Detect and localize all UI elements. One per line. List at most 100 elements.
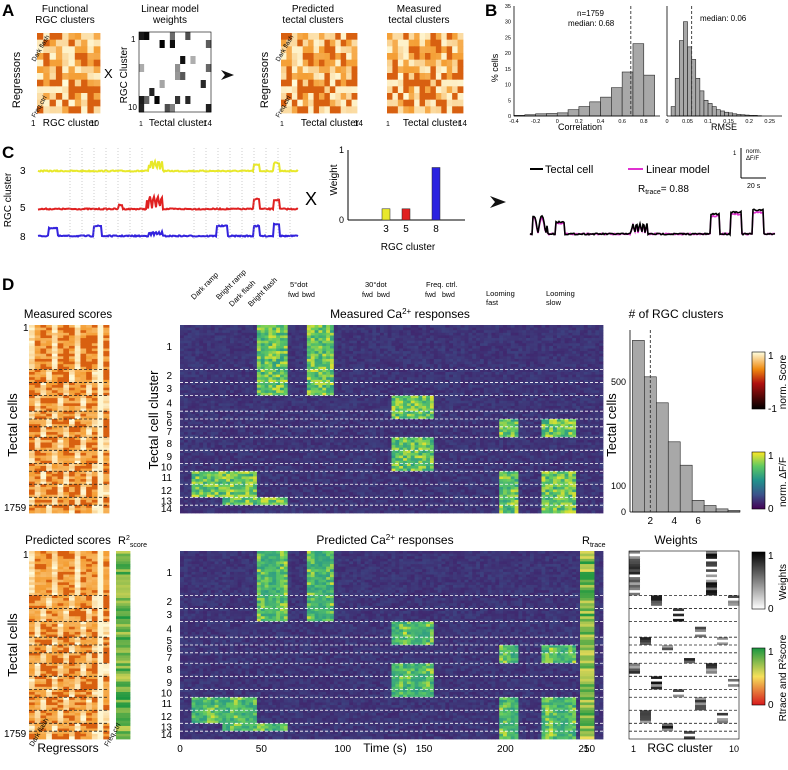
d-measured-ca-cell [199, 372, 204, 376]
d-measured-ca-cell [268, 390, 273, 394]
d-measured-ca-cell [583, 379, 589, 383]
d-measured-score-cell [74, 403, 81, 407]
d-measured-ca-cell [418, 327, 423, 331]
d-measured-score-cell [74, 497, 81, 501]
d-measured-ca-cell [291, 369, 296, 373]
d-measured-ca-cell [579, 372, 585, 376]
d-measured-score-cell [80, 463, 87, 467]
c-r-value: = 0.88 [661, 184, 690, 195]
d-measured-ca-cell [441, 387, 446, 391]
d-measured-score-cell [34, 445, 41, 449]
d-stim-label: Looming slow [546, 289, 575, 307]
d-measured-ca-cell [556, 345, 562, 349]
d-measured-score-cell [34, 379, 41, 383]
d-measured-ca-cell [487, 343, 492, 347]
d-measured-ca-cell [422, 351, 427, 355]
d-measured-score-cell [46, 361, 53, 365]
a-functional-cell [55, 93, 63, 101]
d-measured-ca-cell [553, 348, 558, 352]
d-measured-ca-cell [545, 379, 550, 383]
d-measured-ca-cell [526, 348, 531, 352]
d-measured-ca-cell [299, 330, 304, 334]
d-measured-score-cell [46, 455, 53, 459]
a-measured-cell [403, 66, 410, 74]
d-measured-ca-cell [464, 392, 469, 396]
d-measured-score-cell [29, 408, 36, 412]
d-measured-ca-cell [514, 369, 519, 373]
d-measured-ca-cell [506, 390, 512, 394]
d-measured-ca-cell [468, 390, 473, 394]
d-measured-score-cell [29, 486, 36, 490]
hist-bar-1-6 [695, 77, 701, 117]
a-measured-cell [408, 86, 415, 94]
d-measured-ca-cell [360, 332, 365, 336]
d-measured-score-cell [74, 424, 81, 428]
a-measured-cell [441, 93, 448, 101]
d-measured-score-cell [97, 442, 104, 446]
d-measured-ca-cell [295, 374, 300, 378]
d-measured-ca-cell [226, 327, 231, 331]
d-measured-ca-cell [195, 340, 200, 344]
d-measured-ca-cell [483, 387, 489, 391]
d-measured-score-cell [80, 429, 87, 433]
d-measured-score-cell [51, 340, 58, 344]
d-measured-score-cell [91, 486, 98, 490]
d-measured-score-cell [69, 442, 76, 446]
d-measured-ca-cell [364, 327, 369, 331]
d-measured-ca-cell [453, 366, 458, 370]
d-measured-ca-cell [495, 327, 500, 331]
d-measured-score-cell [80, 437, 87, 441]
d-measured-ca-cell [437, 364, 442, 368]
d-measured-ca-cell [479, 366, 485, 370]
d-measured-ca-cell [503, 345, 508, 349]
d-measured-ca-cell [222, 335, 227, 339]
d-measured-score-cell [51, 455, 58, 459]
d-measured-ca-cell [249, 340, 254, 344]
d-measured-ca-cell [276, 343, 281, 347]
d-measured-ca-cell [387, 327, 392, 331]
d-measured-ca-cell [256, 379, 262, 383]
d-measured-ca-cell [472, 395, 477, 399]
d-measured-ca-cell [437, 325, 442, 329]
d-measured-ca-cell [560, 369, 565, 373]
d-measured-score-cell [103, 345, 110, 349]
d-measured-ca-cell [191, 358, 196, 362]
d-measured-score-cell [46, 486, 53, 490]
d-measured-ca-cell [326, 395, 331, 399]
a-weight-cell [190, 88, 196, 97]
d-measured-score-cell [46, 499, 53, 503]
d-measured-ca-cell [479, 385, 485, 389]
a-predicted-cell [291, 99, 298, 107]
a-weight-cell [200, 56, 207, 65]
d-measured-ca-cell [218, 358, 223, 362]
d-measured-ca-cell [410, 385, 415, 389]
d-measured-ca-cell [514, 351, 519, 355]
d-heatmap-measured-ca [180, 325, 604, 514]
d-measured-ca-cell [533, 377, 539, 381]
d-measured-ca-cell [180, 398, 185, 402]
d-measured-score-cell [46, 338, 53, 342]
d-measured-ca-cell [253, 343, 258, 347]
d-measured-ca-cell [479, 356, 485, 360]
d-measured-ca-cell [456, 366, 462, 370]
d-measured-ca-cell [306, 395, 312, 399]
d-measured-ca-cell [314, 348, 319, 352]
d-measured-ca-cell [564, 340, 569, 344]
d-measured-score-cell [74, 358, 81, 362]
d-measured-ca-cell [587, 327, 592, 331]
d-measured-ca-cell [226, 343, 231, 347]
d-measured-ca-cell [564, 379, 569, 383]
d-measured-score-cell [40, 335, 47, 339]
d-measured-ca-cell [203, 361, 208, 365]
a-functional-cell [81, 33, 88, 41]
d-measured-ca-cell [595, 325, 600, 329]
d-measured-ca-cell [510, 353, 515, 357]
d-measured-ca-cell [410, 338, 415, 342]
d-measured-ca-cell [329, 330, 335, 334]
d-measured-score-cell [63, 426, 70, 430]
d-measured-ca-cell [437, 392, 442, 396]
d-measured-score-cell [86, 379, 93, 383]
d-measured-score-cell [57, 447, 64, 451]
d-measured-ca-cell [387, 361, 392, 365]
d-measured-score-cell [91, 468, 98, 472]
